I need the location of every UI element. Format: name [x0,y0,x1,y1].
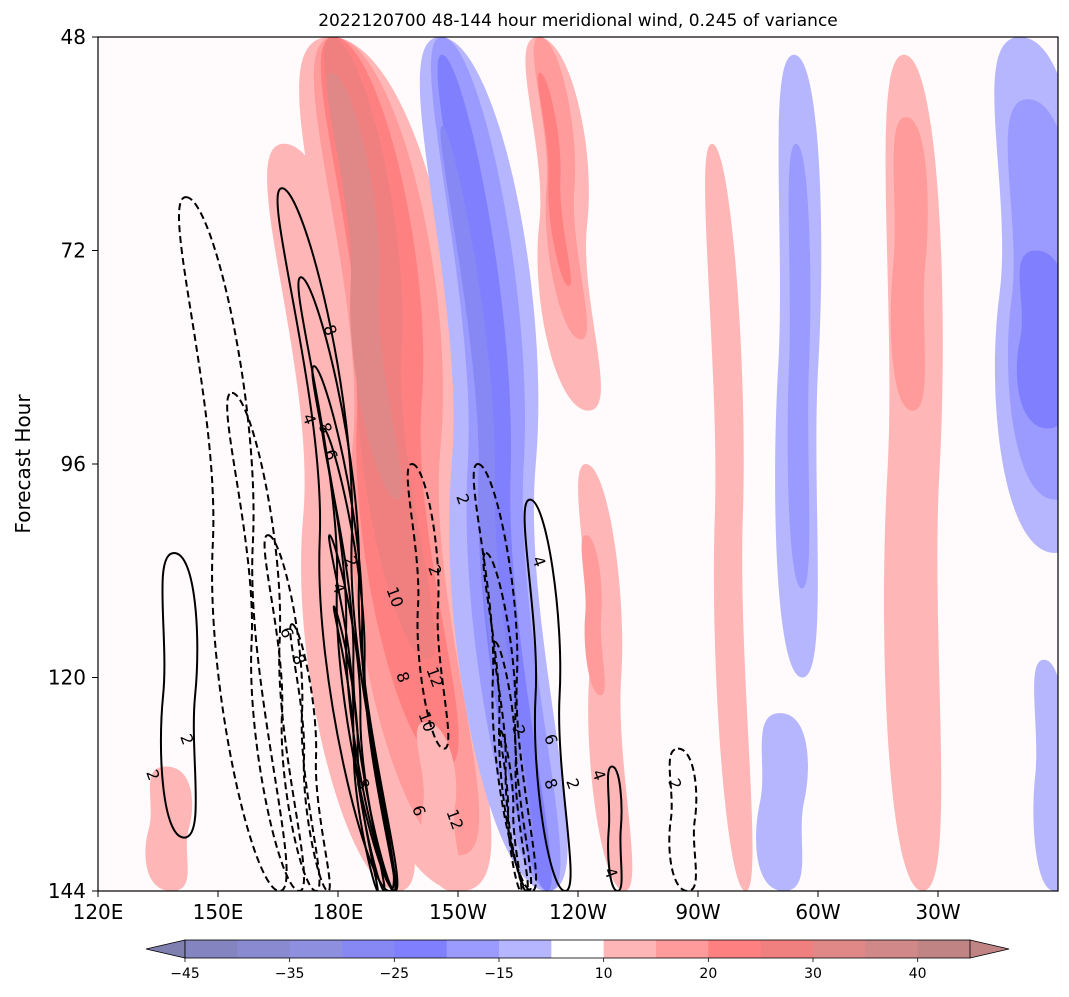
contour-lines [159,187,698,891]
contour-neg-15 [482,551,533,891]
contour-pos-0 [276,187,395,891]
shaded-band-pos-6 [416,721,462,891]
contour-pos-4 [328,534,386,891]
colorbar-segment-10 [708,940,762,958]
colorbar-segment-14 [917,940,971,958]
x-tick-label-2: 180E [313,900,364,924]
x-tick-label-6: 60W [795,900,840,924]
x-tick-label-3: 150W [429,900,487,924]
colorbar-segment-3 [342,940,395,958]
colorbar-extend-high [969,939,1010,959]
contour-pos-7 [159,551,199,839]
chart-title: 2022120700 48-144 hour meridional wind, … [318,11,838,31]
contour-neg-10 [226,391,306,891]
colorbar-segment-0 [185,940,238,958]
shaded-band-neg-10 [440,125,534,838]
x-axis: 120E 150E 180E 150W 120W 90W 60W 30W [73,891,961,924]
contour-pos-8 [607,765,623,891]
shaded-band-neg-25 [1016,250,1058,429]
colorbar-tick-label-0: −45 [170,966,200,982]
shaded-band-neg-26 [1033,659,1058,891]
y-tick-label-3: 120 [48,666,86,690]
contour-neg-16 [492,640,529,891]
shaded-band-pos-16 [705,143,753,891]
shaded-band-neg-21 [787,143,811,589]
colorbar-tick-label-4: 10 [595,966,613,982]
contour-neg-12 [289,623,331,891]
colorbar-segment-9 [656,940,709,958]
colorbar-tick-label-2: −25 [380,966,410,982]
x-tick-label-5: 90W [675,900,720,924]
shaded-band-pos-5 [327,72,403,500]
shaded-band-neg-22 [756,713,808,891]
x-tick-label-4: 120W [549,900,607,924]
colorbar-tick-label-6: 30 [804,966,822,982]
colorbar-segment-6 [499,940,552,958]
contour-neg-17 [498,729,523,891]
colorbar-segment-4 [394,940,448,958]
colorbar-segment-1 [237,940,291,958]
x-tick-label-0: 120E [73,900,124,924]
contour-neg-18 [668,747,698,891]
colorbar-segment-11 [760,940,814,958]
contour-pos-6 [523,498,572,891]
x-tick-label-1: 150E [193,900,244,924]
shaded-band-pos-19 [145,766,193,891]
colorbar-tick-label-3: −15 [484,966,514,982]
contour-neg-13 [406,462,450,750]
colorbar-extend-low [145,939,186,959]
contour-pos-3 [321,427,397,891]
y-tick-label-0: 48 [61,25,86,49]
colorbar-tick-label-1: −35 [275,966,305,982]
y-tick-label-1: 72 [61,239,86,263]
contour-pos-5 [332,605,379,891]
colorbar-segment-2 [289,940,343,958]
shaded-band-pos-15 [581,535,605,696]
colorbar: −45 −35 −25 −15 10 20 30 40 [145,939,1010,982]
colorbar-tick-label-7: 40 [909,966,927,982]
x-tick-label-7: 30W [915,900,960,924]
contour-neg-9 [178,196,288,891]
y-tick-label-4: 144 [48,879,86,903]
y-axis: 48 72 96 120 144 [48,25,98,903]
contour-neg-14 [472,462,538,891]
y-axis-label: Forecast Hour [11,394,35,534]
colorbar-segment-7 [551,940,605,958]
colorbar-segment-5 [446,940,500,958]
colorbar-frame [184,939,971,959]
colorbar-tick-label-5: 20 [699,966,717,982]
shaded-band-pos-18 [890,117,928,411]
colorbar-segment-13 [865,940,919,958]
y-tick-label-2: 96 [61,452,86,476]
colorbar-segment-12 [813,940,866,958]
colorbar-segment-8 [603,940,657,958]
shaded-band-pos-13 [537,72,571,287]
